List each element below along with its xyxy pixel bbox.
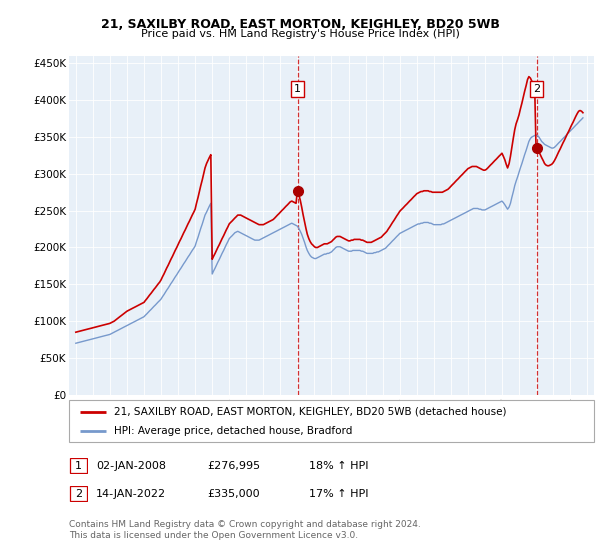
Text: £276,995: £276,995 xyxy=(207,461,260,471)
Text: Price paid vs. HM Land Registry's House Price Index (HPI): Price paid vs. HM Land Registry's House … xyxy=(140,29,460,39)
Text: 1: 1 xyxy=(75,461,82,471)
Text: 1: 1 xyxy=(294,84,301,94)
Text: 02-JAN-2008: 02-JAN-2008 xyxy=(96,461,166,471)
Text: 21, SAXILBY ROAD, EAST MORTON, KEIGHLEY, BD20 5WB: 21, SAXILBY ROAD, EAST MORTON, KEIGHLEY,… xyxy=(101,18,499,31)
Text: Contains HM Land Registry data © Crown copyright and database right 2024.: Contains HM Land Registry data © Crown c… xyxy=(69,520,421,529)
Text: 18% ↑ HPI: 18% ↑ HPI xyxy=(309,461,368,471)
Text: 2: 2 xyxy=(533,84,540,94)
Text: £335,000: £335,000 xyxy=(207,489,260,499)
Text: 17% ↑ HPI: 17% ↑ HPI xyxy=(309,489,368,499)
Text: 14-JAN-2022: 14-JAN-2022 xyxy=(96,489,166,499)
Text: HPI: Average price, detached house, Bradford: HPI: Average price, detached house, Brad… xyxy=(113,426,352,436)
Text: 21, SAXILBY ROAD, EAST MORTON, KEIGHLEY, BD20 5WB (detached house): 21, SAXILBY ROAD, EAST MORTON, KEIGHLEY,… xyxy=(113,407,506,417)
Text: This data is licensed under the Open Government Licence v3.0.: This data is licensed under the Open Gov… xyxy=(69,531,358,540)
Text: 2: 2 xyxy=(75,489,82,499)
